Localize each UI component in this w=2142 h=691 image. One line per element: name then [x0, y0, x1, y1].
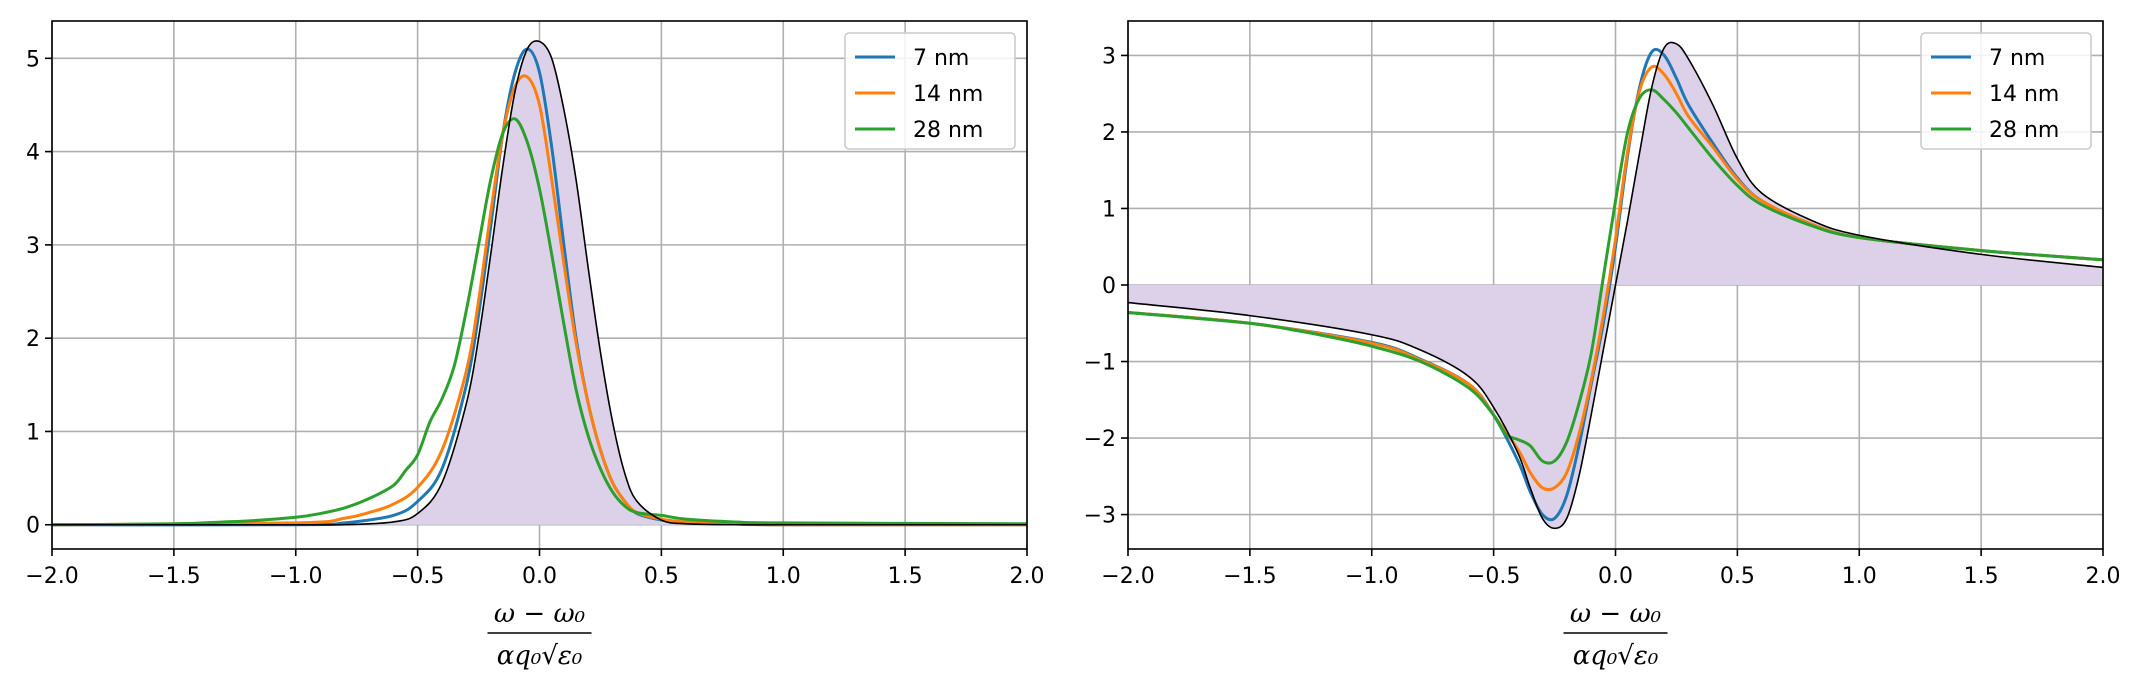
y-tick-label: −1: [1084, 351, 1116, 376]
reference-line: [1128, 41, 2103, 530]
reference-fill: [1128, 42, 2103, 529]
legend-label: 7 nm: [1989, 46, 2045, 71]
x-tick-label: −1.5: [147, 564, 200, 589]
x-tick-label: −2.0: [1101, 564, 1154, 589]
y-tick-label: 2: [26, 327, 40, 352]
x-tick-label: 0.0: [1598, 564, 1633, 589]
x-tick-label: −2.0: [25, 564, 78, 589]
legend-label: 14 nm: [1989, 82, 2059, 107]
x-tick-label: 2.0: [1010, 564, 1045, 589]
y-tick-label: 0: [1102, 274, 1116, 299]
legend: 7 nm 14 nm 28 nm: [844, 32, 1016, 150]
x-axis-label: ω − ω₀ αq₀√ε₀: [487, 599, 592, 671]
y-tick-label: −2: [1084, 427, 1116, 452]
legend-label: 14 nm: [913, 82, 983, 107]
y-tick-label: 3: [1102, 44, 1116, 69]
x-tick-label: −1.0: [269, 564, 322, 589]
x-tick-label: 0.5: [1720, 564, 1755, 589]
x-tick-label: −1.5: [1223, 564, 1276, 589]
x-tick-label: 1.5: [1964, 564, 1999, 589]
reference-line: [52, 40, 1027, 526]
legend-label: 7 nm: [913, 46, 969, 71]
series-line-14-nm: [1128, 64, 2103, 492]
x-tick-label: 0.5: [644, 564, 679, 589]
x-tick-label: 1.0: [766, 564, 801, 589]
x-axis-label: ω − ω₀ αq₀√ε₀: [1563, 599, 1668, 671]
left-chart-panel: −2.0 −1.5 −1.0 −0.5 0.0 0.5 1.0 1.5 2.0 0 1 2 3 4 5 ω −…: [25, 20, 1045, 671]
x-tick-label: −1.0: [1345, 564, 1398, 589]
y-tick-label: 1: [26, 420, 40, 445]
x-tick-label: −0.5: [1467, 564, 1520, 589]
legend: 7 nm 14 nm 28 nm: [1920, 32, 2092, 150]
y-tick-label: 5: [26, 47, 40, 72]
right-chart-panel: −2.0 −1.5 −1.0 −0.5 0.0 0.5 1.0 1.5 2.0 −3 −2 −1 0 1 2…: [1084, 20, 2121, 671]
x-axis-label-denominator: αq₀√ε₀: [1573, 641, 1659, 671]
y-tick-label: 0: [26, 514, 40, 539]
x-axis-label-numerator: ω − ω₀: [1570, 599, 1662, 629]
x-axis-label-denominator: αq₀√ε₀: [497, 641, 583, 671]
y-tick-label: 4: [26, 141, 40, 166]
series-line-28-nm: [52, 117, 1027, 527]
y-tick-label: 1: [1102, 197, 1116, 222]
x-tick-label: −0.5: [391, 564, 444, 589]
x-tick-label: 0.0: [522, 564, 557, 589]
reference-fill: [52, 40, 1027, 525]
y-tick-label: 3: [26, 234, 40, 259]
y-tick-label: 2: [1102, 121, 1116, 146]
y-tick-label: −3: [1084, 504, 1116, 529]
series-line-14-nm: [52, 74, 1027, 527]
series-line-28-nm: [1128, 88, 2103, 465]
x-tick-label: 2.0: [2086, 564, 2121, 589]
x-tick-label: 1.0: [1842, 564, 1877, 589]
x-tick-label: 1.5: [888, 564, 923, 589]
legend-label: 28 nm: [1989, 118, 2059, 143]
legend-label: 28 nm: [913, 118, 983, 143]
legend-box: [844, 32, 1016, 150]
legend-box: [1920, 32, 2092, 150]
x-axis-label-numerator: ω − ω₀: [494, 599, 586, 629]
